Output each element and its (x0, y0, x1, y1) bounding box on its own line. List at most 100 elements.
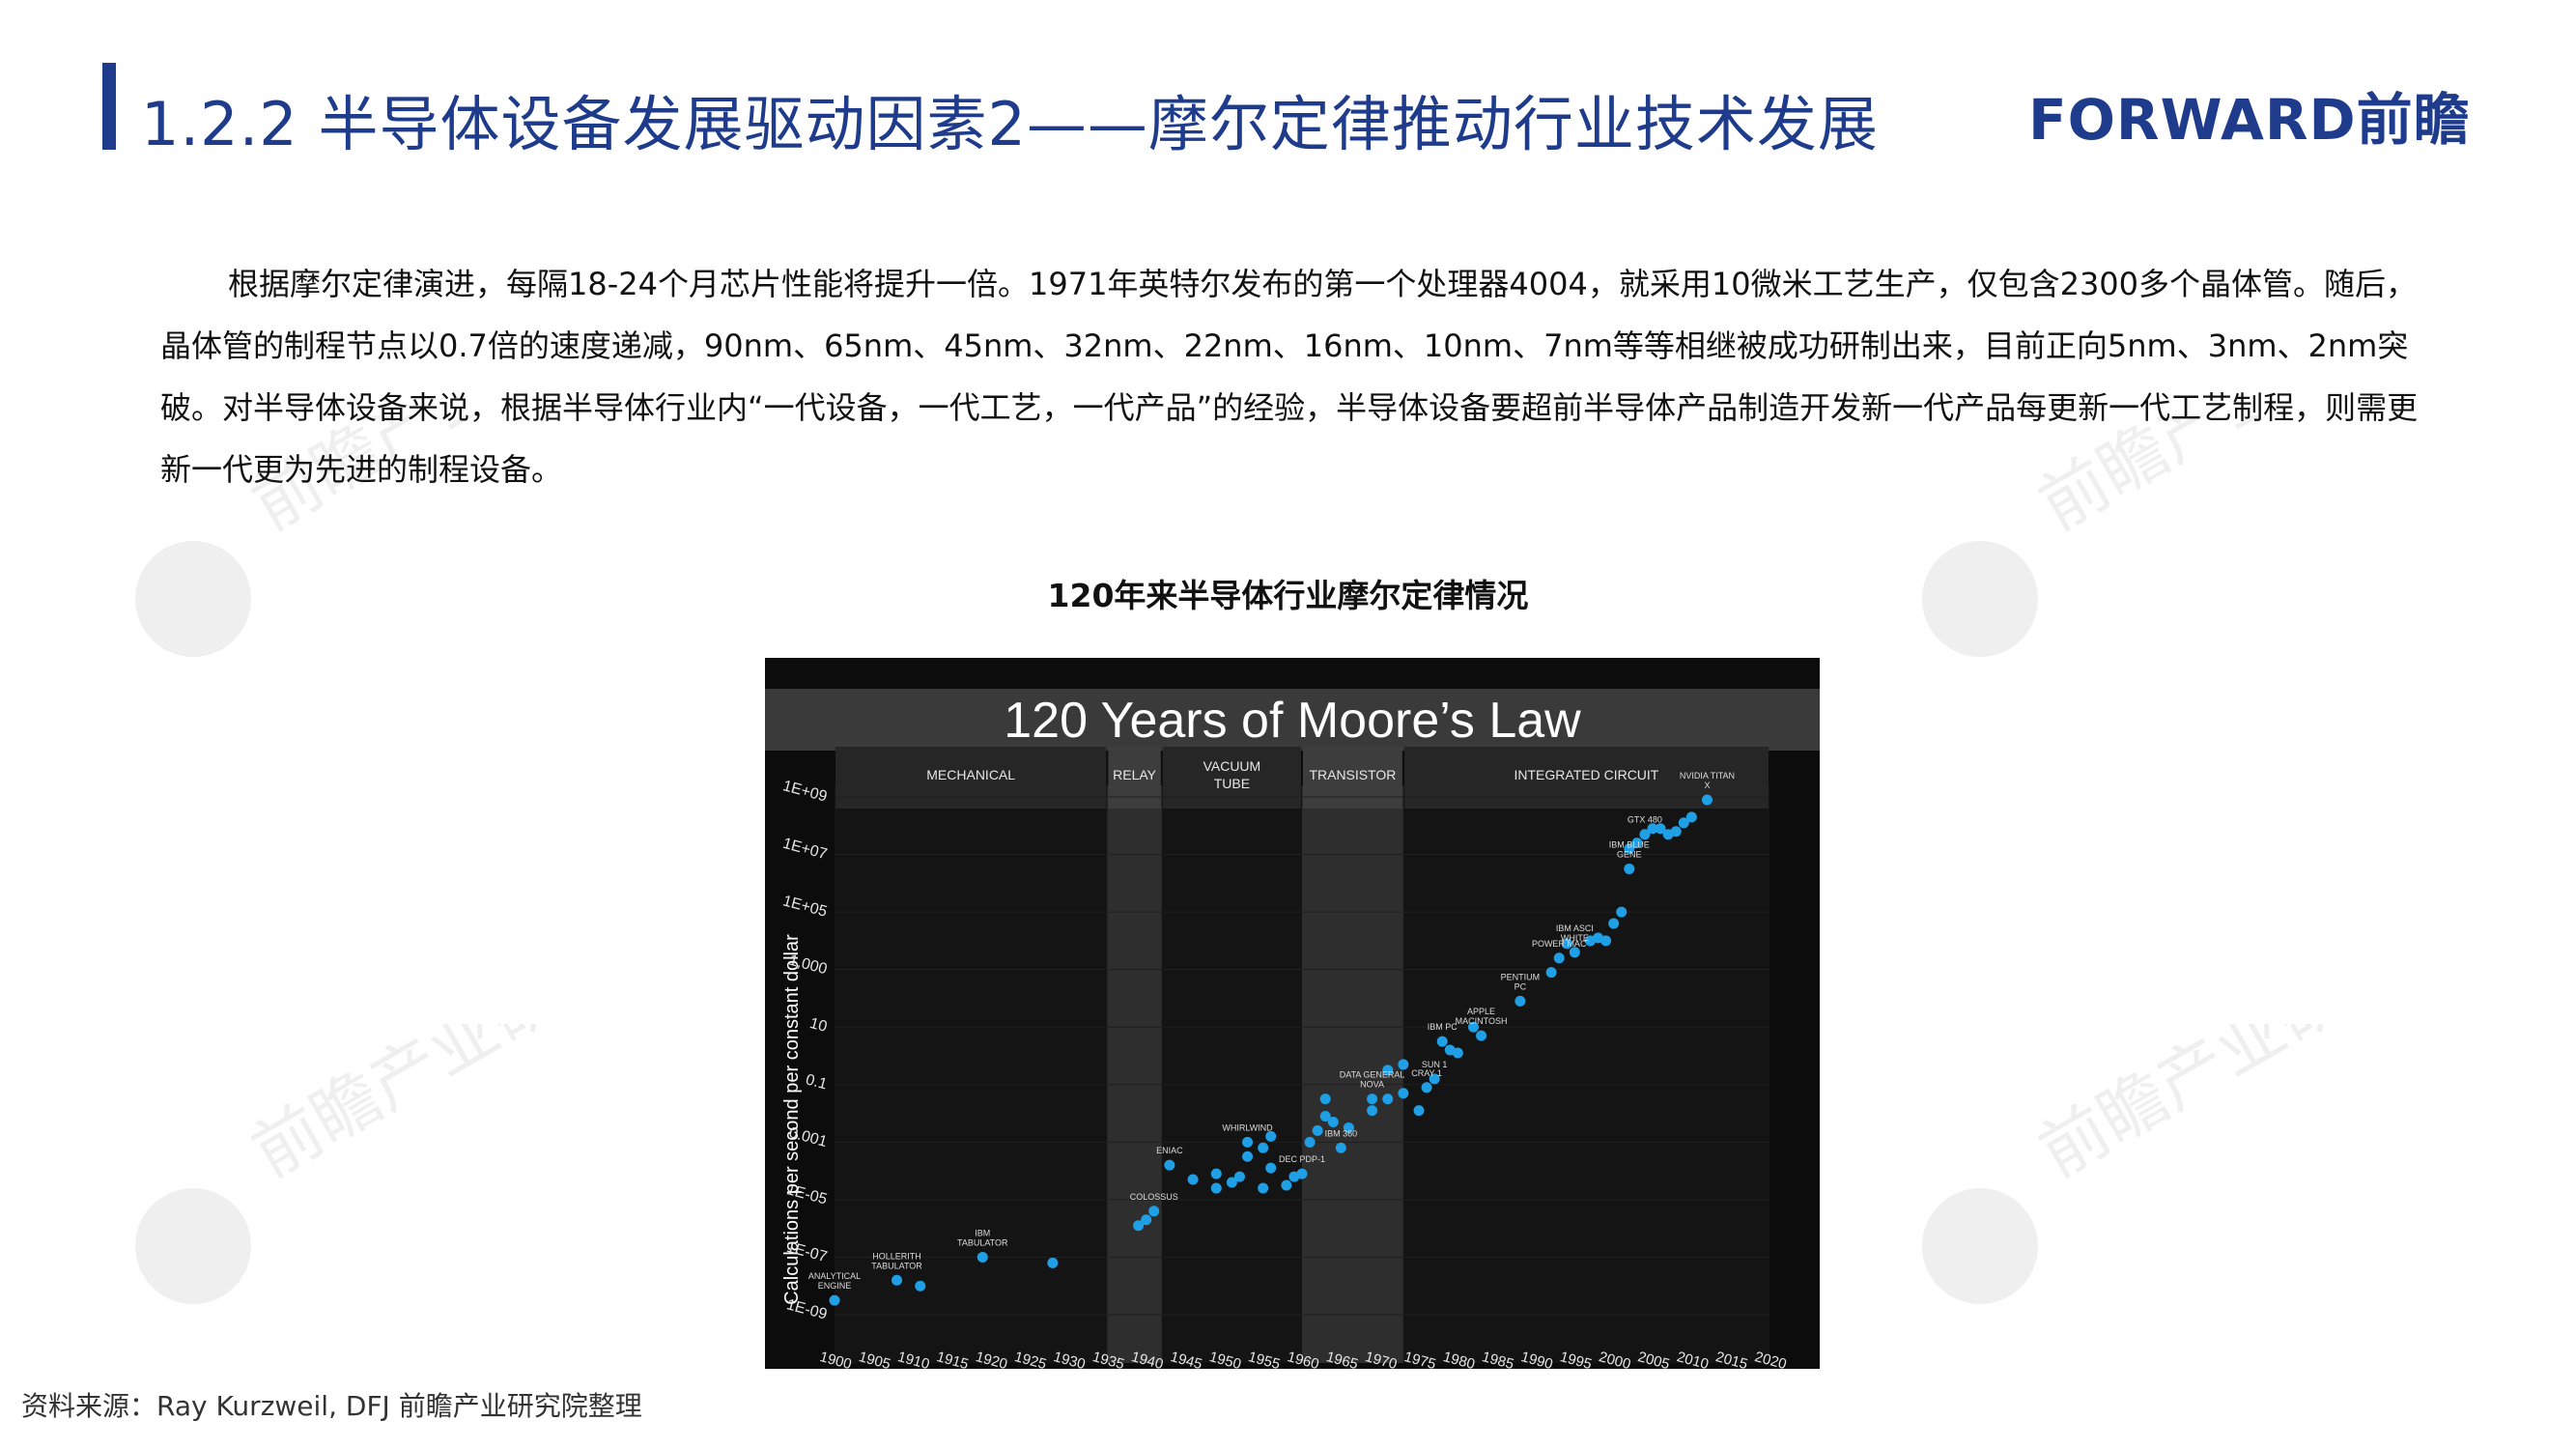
data-point (1514, 995, 1526, 1007)
data-point (1226, 1177, 1237, 1188)
data-point (1398, 1088, 1409, 1099)
data-point (1670, 826, 1682, 838)
data-point (1436, 1036, 1448, 1047)
y-tick-label: 0.1 (804, 1071, 829, 1093)
data-point (1141, 1214, 1152, 1226)
chart-panel: 120 Years of Moore’s Law Calculations pe… (765, 658, 1820, 1373)
era-label: VACUUM (1203, 758, 1261, 774)
data-point (1429, 1073, 1440, 1085)
point-annotation: PC (1514, 981, 1527, 991)
data-point (1210, 1182, 1222, 1194)
data-point (1343, 1122, 1354, 1133)
data-point (1701, 794, 1713, 806)
point-annotation: IBM BLUE (1609, 839, 1650, 849)
point-annotation: IBM 360 (1325, 1128, 1358, 1138)
point-annotation: COLOSSUS (1130, 1192, 1178, 1202)
data-point (1624, 863, 1635, 874)
data-point (1569, 947, 1580, 958)
point-annotation: DEC PDP-1 (1279, 1154, 1325, 1164)
data-point (1242, 1136, 1254, 1148)
point-annotation: ENGINE (818, 1281, 852, 1291)
era-label: RELAY (1113, 767, 1157, 782)
data-point (1452, 1047, 1463, 1059)
watermark-text: 前瞻产业研究院 (2026, 1024, 2454, 1193)
data-point (1655, 823, 1666, 835)
data-point (1685, 811, 1697, 823)
watermark: 前瞻产业研究院 (126, 888, 689, 1318)
moores-law-chart: 120 Years of Moore’s Law Calculations pe… (765, 658, 1820, 1373)
data-point (1421, 1082, 1432, 1094)
point-annotation: ENIAC (1156, 1146, 1183, 1155)
data-point (1367, 1105, 1378, 1117)
era-label: TUBE (1214, 776, 1250, 791)
data-point (1281, 1179, 1292, 1191)
data-point (1265, 1162, 1277, 1174)
chart-title-band (765, 689, 1820, 751)
point-annotation: TABULATOR (957, 1237, 1008, 1247)
data-point (1639, 829, 1651, 840)
data-point (1258, 1182, 1269, 1194)
brand-logo: FORWARD前瞻 (2028, 81, 2471, 153)
data-point (1413, 1105, 1425, 1117)
data-point (1327, 1116, 1339, 1127)
data-point (1187, 1174, 1199, 1185)
point-annotation: GTX 480 (1628, 815, 1662, 825)
data-point (1647, 823, 1658, 835)
source-note: 资料来源：Ray Kurzweil, DFJ 前瞻产业研究院整理 (21, 1390, 642, 1422)
data-point (892, 1274, 903, 1286)
watermark-text: 前瞻产业研究院 (240, 1024, 667, 1193)
data-point (1296, 1168, 1308, 1179)
data-point (1233, 1171, 1245, 1182)
era-label: INTEGRATED CIRCUIT (1514, 767, 1659, 782)
point-annotation: CRAY 1 (1411, 1068, 1442, 1078)
data-point (1608, 918, 1620, 929)
chart-title: 120 Years of Moore’s Law (1004, 693, 1581, 749)
era-header-cell (1162, 747, 1301, 809)
data-point (1545, 967, 1557, 979)
point-annotation: SUN 1 (1422, 1060, 1448, 1069)
data-point (1210, 1168, 1222, 1179)
point-annotation: MACINTOSH (1456, 1016, 1508, 1026)
watermark-logo-icon: 前瞻产业研究院 (135, 888, 689, 1304)
point-annotation: X (1704, 781, 1710, 790)
data-point (1312, 1124, 1323, 1136)
figure-caption: 120年来半导体行业摩尔定律情况 (1047, 577, 1529, 614)
point-annotation: WHIRLWIND (1222, 1122, 1273, 1132)
data-point (1304, 1136, 1316, 1148)
data-point (1258, 1142, 1269, 1153)
data-point (1553, 952, 1565, 964)
body-paragraph: 根据摩尔定律演进，每隔18-24个月芯片性能将提升一倍。1971年英特尔发布的第… (160, 266, 2419, 488)
point-annotation: NOVA (1360, 1080, 1384, 1090)
data-point (1631, 838, 1643, 849)
watermark: 前瞻产业研究院 (1912, 888, 2476, 1318)
y-axis-label: Calculations per second per constant dol… (781, 934, 803, 1305)
data-point (977, 1251, 988, 1263)
era-header-cell (1303, 747, 1402, 809)
data-point (829, 1294, 840, 1306)
era-header-cell (1108, 747, 1161, 809)
point-annotation: ANALYTICAL (808, 1271, 861, 1281)
data-point (1476, 1030, 1487, 1041)
page-title: 1.2.2 半导体设备发展驱动因素2——摩尔定律推动行业技术发展 (141, 89, 1879, 159)
point-annotation: TABULATOR (871, 1261, 922, 1270)
point-annotation: IBM PC (1428, 1022, 1458, 1032)
data-point (1382, 1094, 1394, 1105)
data-point (1319, 1094, 1331, 1105)
data-point (1398, 1059, 1409, 1070)
data-point (1616, 906, 1628, 918)
data-point (1624, 843, 1635, 855)
point-annotation: PENTIUM (1501, 972, 1541, 981)
era-label: TRANSISTOR (1309, 767, 1396, 782)
data-point (1382, 1065, 1394, 1076)
watermark-logo-icon: 前瞻产业研究院 (1922, 888, 2476, 1304)
era-header-cell (835, 747, 1107, 809)
data-point (1600, 935, 1612, 947)
point-annotation: APPLE (1467, 1007, 1495, 1016)
data-point (1133, 1220, 1145, 1232)
title-accent-bar (102, 63, 116, 150)
era-label: MECHANICAL (926, 767, 1015, 782)
point-annotation: GENE (1617, 849, 1642, 859)
point-annotation: POWER MAC (1532, 939, 1587, 949)
data-point (1047, 1257, 1059, 1268)
data-point (1467, 1021, 1479, 1033)
